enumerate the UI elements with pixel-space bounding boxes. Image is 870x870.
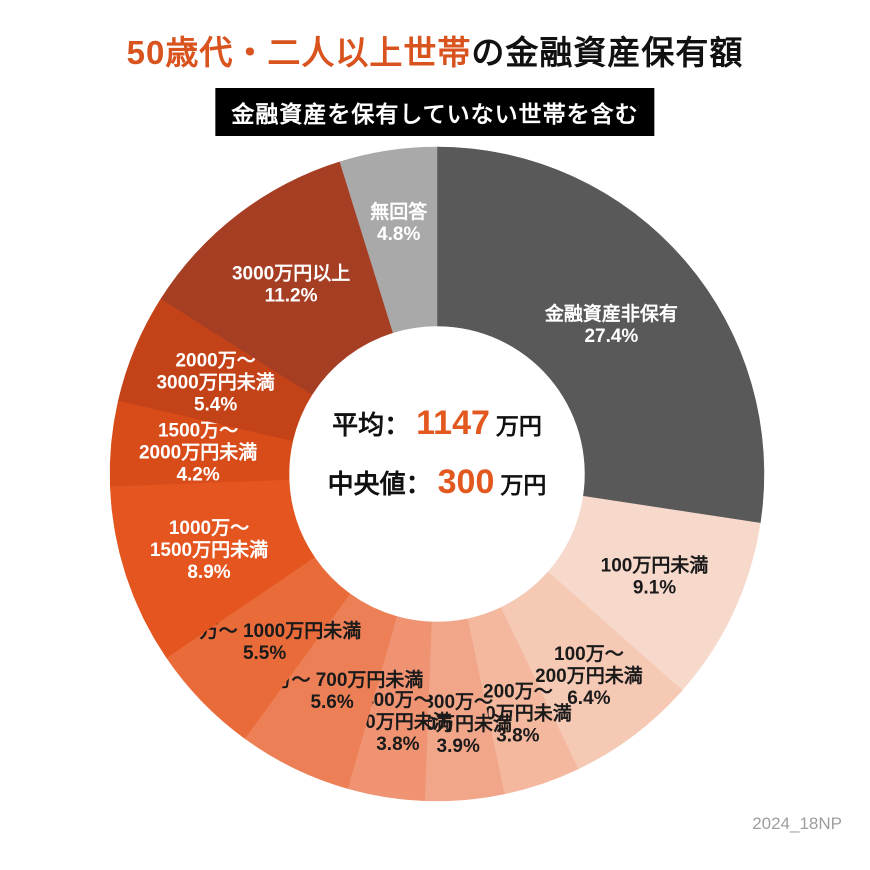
slice-label-8: 1000万〜 1500万円未満 8.9% [150, 518, 268, 583]
average-value: 1147 [416, 404, 490, 442]
slice-label-11: 3000万円以上 11.2% [232, 262, 350, 306]
slice-label-10: 2000万〜 3000万円未満 5.4% [156, 351, 274, 416]
page-title-rest: の金融資産保有額 [471, 34, 744, 71]
median-value: 300 [437, 463, 495, 501]
page-title: 50歳代・二人以上世帯の金融資産保有額 [0, 26, 870, 74]
median-stat: 中央値： 300 万円 [237, 463, 637, 502]
median-label: 中央値： [327, 469, 432, 499]
slice-label-7: 700万〜 1000万円未満 5.5% [168, 619, 361, 664]
subtitle-badge: 金融資産を保有していない世帯を含む [215, 88, 655, 136]
center-stats: 平均： 1147 万円 中央値： 300 万円 [237, 404, 637, 522]
slice-label-1: 100万円未満 9.1% [601, 554, 709, 599]
slice-label-2: 100万〜 200万円未満 6.4% [535, 644, 643, 709]
slice-label-4: 300万〜 400万円未満 3.9% [404, 692, 512, 757]
source-note: 2024_18NP [752, 814, 842, 833]
donut-slice-0 [436, 146, 765, 524]
average-stat: 平均： 1147 万円 [237, 404, 637, 443]
slice-label-9: 1500万〜 2000万円未満 4.2% [139, 420, 257, 485]
slice-label-3: 200万〜 300万円未満 3.8% [464, 682, 572, 747]
slice-label-12: 無回答 4.8% [370, 200, 428, 245]
donut-slice-11 [160, 161, 394, 396]
page-title-highlight: 50歳代・二人以上世帯 [126, 34, 472, 71]
median-unit: 万円 [500, 472, 547, 498]
slice-label-0: 金融資産非保有 27.4% [544, 302, 678, 347]
average-label: 平均： [332, 410, 411, 440]
donut-slice-12 [339, 146, 438, 333]
average-unit: 万円 [495, 413, 542, 439]
slice-label-5: 400万〜 500万円未満 3.8% [344, 690, 452, 755]
